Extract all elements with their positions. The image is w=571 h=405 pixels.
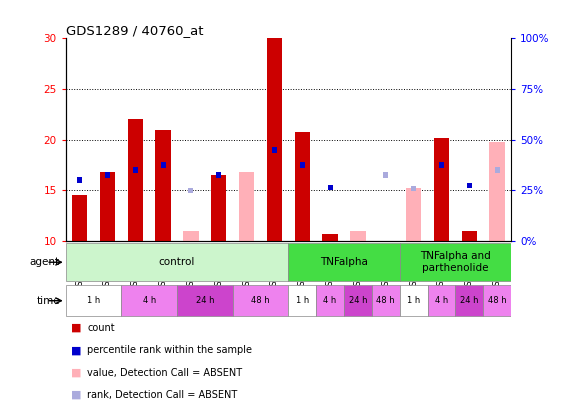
- Bar: [467, 183, 472, 188]
- Bar: [72, 196, 87, 241]
- Text: 4 h: 4 h: [143, 296, 156, 305]
- Bar: [483, 285, 511, 316]
- Bar: [160, 162, 166, 168]
- Bar: [316, 285, 344, 316]
- Text: agent: agent: [30, 257, 60, 267]
- Bar: [323, 234, 338, 241]
- Text: ■: ■: [71, 323, 82, 333]
- Bar: [428, 285, 456, 316]
- Bar: [122, 285, 177, 316]
- Bar: [434, 138, 449, 241]
- Bar: [439, 162, 444, 168]
- Text: value, Detection Call = ABSENT: value, Detection Call = ABSENT: [87, 368, 243, 377]
- Bar: [272, 147, 277, 153]
- Bar: [489, 142, 505, 241]
- Text: 1 h: 1 h: [296, 296, 309, 305]
- Text: 48 h: 48 h: [251, 296, 270, 305]
- Bar: [372, 285, 400, 316]
- Bar: [295, 132, 310, 241]
- Bar: [288, 243, 400, 281]
- Bar: [177, 285, 233, 316]
- Bar: [77, 177, 82, 183]
- Text: percentile rank within the sample: percentile rank within the sample: [87, 345, 252, 355]
- Bar: [267, 38, 282, 241]
- Bar: [132, 167, 138, 173]
- Text: 48 h: 48 h: [376, 296, 395, 305]
- Text: TNFalpha and
parthenolide: TNFalpha and parthenolide: [420, 252, 490, 273]
- Text: ■: ■: [71, 345, 82, 355]
- Text: 24 h: 24 h: [349, 296, 367, 305]
- Bar: [105, 173, 110, 178]
- Bar: [66, 243, 288, 281]
- Bar: [239, 172, 254, 241]
- Bar: [127, 119, 143, 241]
- Bar: [406, 188, 421, 241]
- Bar: [400, 243, 511, 281]
- Text: 1 h: 1 h: [87, 296, 100, 305]
- Text: GDS1289 / 40760_at: GDS1289 / 40760_at: [66, 24, 203, 37]
- Bar: [188, 188, 194, 193]
- Bar: [400, 285, 428, 316]
- Bar: [300, 162, 305, 168]
- Text: TNFalpha: TNFalpha: [320, 257, 368, 267]
- Bar: [328, 185, 333, 190]
- Text: 48 h: 48 h: [488, 296, 506, 305]
- Bar: [456, 285, 483, 316]
- Bar: [411, 185, 416, 191]
- Bar: [211, 175, 227, 241]
- Bar: [216, 173, 222, 178]
- Bar: [383, 173, 388, 178]
- Text: count: count: [87, 323, 115, 333]
- Bar: [183, 231, 199, 241]
- Text: ■: ■: [71, 368, 82, 377]
- Bar: [233, 285, 288, 316]
- Bar: [350, 231, 365, 241]
- Bar: [344, 285, 372, 316]
- Bar: [288, 285, 316, 316]
- Bar: [66, 285, 122, 316]
- Text: 24 h: 24 h: [196, 296, 214, 305]
- Text: 24 h: 24 h: [460, 296, 478, 305]
- Bar: [100, 172, 115, 241]
- Text: rank, Detection Call = ABSENT: rank, Detection Call = ABSENT: [87, 390, 238, 400]
- Bar: [155, 130, 171, 241]
- Text: ■: ■: [71, 390, 82, 400]
- Text: 1 h: 1 h: [407, 296, 420, 305]
- Bar: [461, 231, 477, 241]
- Text: 4 h: 4 h: [324, 296, 337, 305]
- Text: control: control: [159, 257, 195, 267]
- Bar: [494, 167, 500, 173]
- Text: time: time: [37, 296, 60, 306]
- Text: 4 h: 4 h: [435, 296, 448, 305]
